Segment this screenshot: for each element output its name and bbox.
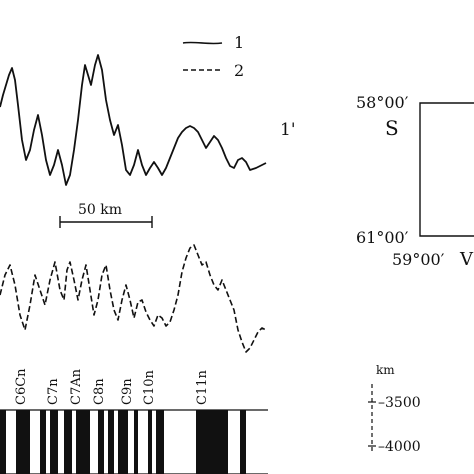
chron-label-C7An: C7An [69,368,84,405]
chron-labels: C6Cn C7n C7An C8n C9n C10n C11n [14,368,210,405]
chron-label-C11n: C11n [195,370,210,405]
polarity-block [156,410,164,474]
chron-label-C9n: C9n [120,378,135,405]
depth-unit: km [376,363,395,377]
polarity-block [196,410,228,474]
map-lon-left: 59°00′ [392,250,445,269]
scale-bar-label: 50 km [78,202,122,218]
map-frame: 58°00′ S 61°00′ 59°00′ V [356,93,474,270]
scale-bar: 50 km [59,202,153,228]
polarity-block [118,410,128,474]
polarity-block [108,410,114,474]
profile-label: 1' [280,120,296,140]
polarity-block [0,410,6,474]
profile-solid-curve [0,54,267,186]
polarity-block [16,410,30,474]
legend-label-2: 2 [234,61,244,80]
map-frame-border [419,102,474,237]
polarity-block [64,410,72,474]
polarity-block [98,410,104,474]
depth-scale: km –3500 –4000 [368,363,421,455]
polarity-stripe [0,409,268,474]
chron-label-C7n: C7n [46,378,61,405]
polarity-block [50,410,58,474]
chron-label-C6Cn: C6Cn [14,368,29,405]
map-letter-bottom: V [459,249,474,270]
polarity-block [240,410,246,474]
polarity-block [148,410,152,474]
chron-label-C8n: C8n [92,378,107,405]
polarity-block [76,410,90,474]
depth-label-1: –3500 [378,395,421,411]
profile-dashed-curve [0,244,267,353]
polarity-block [40,410,46,474]
legend-solid-line [182,41,223,45]
legend-label-1: 1 [234,33,244,52]
polarity-block [134,410,138,474]
depth-label-2: –4000 [378,439,421,455]
map-letter-left: S [385,116,399,140]
map-lat-bottom: 61°00′ [356,228,409,247]
chron-label-C10n: C10n [142,370,157,405]
legend: 1 2 [182,33,244,80]
map-lat-top: 58°00′ [356,93,409,112]
